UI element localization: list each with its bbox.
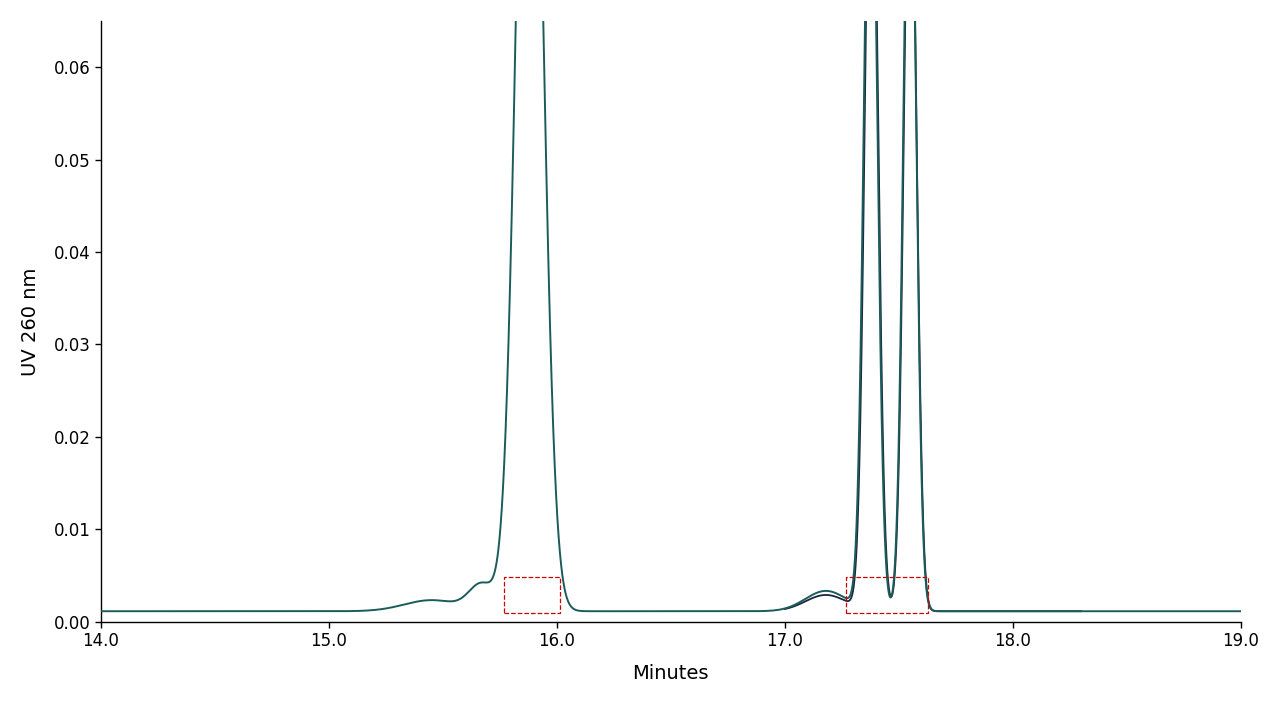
Bar (504, 577, 561, 612)
Bar (846, 577, 928, 612)
X-axis label: Minutes: Minutes (632, 664, 709, 683)
Y-axis label: UV 260 nm: UV 260 nm (20, 267, 40, 375)
